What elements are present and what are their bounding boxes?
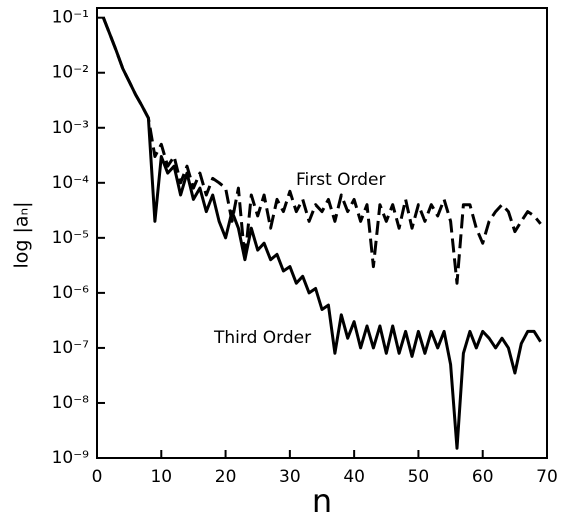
x-axis-label: n bbox=[312, 482, 332, 519]
y-tick-label: 10⁻² bbox=[52, 63, 89, 83]
plot-frame bbox=[96, 7, 548, 459]
x-tick-label: 70 bbox=[536, 467, 558, 487]
x-tick-label: 50 bbox=[408, 467, 430, 487]
x-tick-label: 40 bbox=[343, 467, 365, 487]
y-axis-label: log |aₙ| bbox=[11, 201, 33, 268]
y-tick-label: 10⁻³ bbox=[52, 118, 89, 138]
annotation: Third Order bbox=[213, 328, 311, 348]
x-tick-label: 10 bbox=[150, 467, 172, 487]
y-tick-label: 10⁻⁹ bbox=[52, 448, 90, 468]
x-tick-label: 0 bbox=[92, 467, 103, 487]
y-tick-label: 10⁻⁸ bbox=[52, 393, 90, 413]
series-line bbox=[102, 17, 542, 450]
y-tick-label: 10⁻¹ bbox=[52, 8, 89, 28]
y-tick-label: 10⁻⁴ bbox=[52, 173, 90, 193]
y-tick-label: 10⁻⁷ bbox=[52, 338, 90, 358]
x-tick-label: 30 bbox=[279, 467, 301, 487]
y-tick-label: 10⁻⁶ bbox=[52, 283, 90, 303]
annotation: First Order bbox=[296, 170, 386, 190]
y-tick-label: 10⁻⁵ bbox=[52, 228, 89, 248]
x-tick-label: 60 bbox=[472, 467, 494, 487]
x-tick-label: 20 bbox=[215, 467, 237, 487]
series-line bbox=[102, 17, 542, 285]
